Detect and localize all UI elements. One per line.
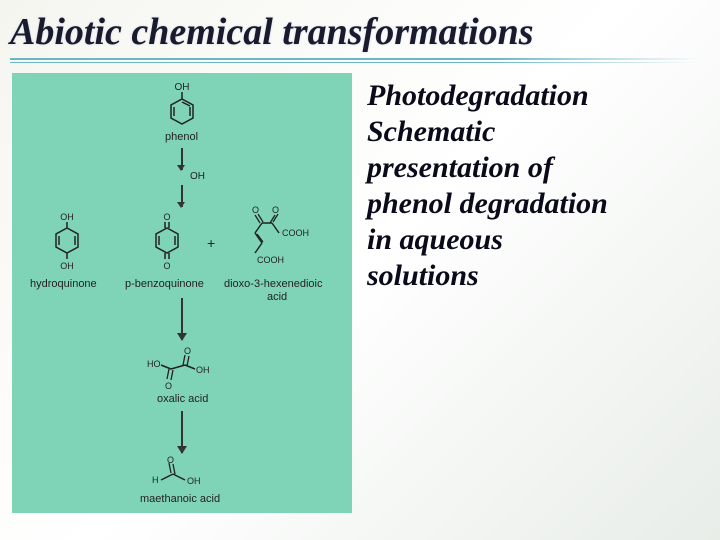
dioxo-structure: O O COOH COOH [237,203,317,278]
content-row: OH phenol OH OH OH [0,73,720,513]
pbenzoquinone-label: p-benzoquinone [125,278,204,290]
svg-text:O: O [163,261,170,271]
hydroquinone-label: hydroquinone [30,278,97,290]
svg-text:COOH: COOH [282,228,309,238]
svg-text:O: O [167,455,174,465]
svg-text:O: O [184,346,191,356]
svg-text:H: H [152,475,159,485]
description-text: Photodegradation Schematic presentation … [352,73,720,513]
chemistry-diagram: OH phenol OH OH OH [12,73,352,513]
text-line-1: Photodegradation [367,78,700,114]
svg-text:OH: OH [187,476,201,486]
arrow-3 [181,298,183,340]
svg-text:OH: OH [196,365,210,375]
text-line-6: solutions [367,258,700,294]
phenol-svg-icon: OH [162,81,202,131]
svg-text:O: O [163,212,170,222]
phenol-structure: OH [162,81,202,136]
title-underline-bottom [10,62,700,63]
title-underline-top [10,58,700,60]
maethanoic-label: maethanoic acid [140,493,220,505]
svg-text:O: O [252,205,259,215]
svg-text:O: O [165,381,172,391]
hydroquinone-svg-icon: OH OH [47,211,87,273]
svg-text:OH: OH [60,261,74,271]
text-line-3: presentation of [367,150,700,186]
arrow-1 [181,148,183,170]
maethanoic-svg-icon: H O OH [147,455,217,495]
dioxo-label: dioxo-3-hexenedioic [224,278,322,290]
svg-text:OH: OH [60,212,74,222]
oxalic-structure: HO O O OH [137,345,227,400]
acid-label: acid [267,291,287,303]
hydroquinone-structure: OH OH [47,211,87,278]
svg-text:HO: HO [147,359,161,369]
plus-label: + [207,235,215,251]
oh-intermediate-label: OH [190,171,205,182]
phenol-label: phenol [165,131,198,143]
dioxo-svg-icon: O O COOH COOH [237,203,317,273]
arrow-4 [181,411,183,453]
text-line-2: Schematic [367,114,700,150]
text-line-5: in aqueous [367,222,700,258]
arrow-2 [181,185,183,207]
pbenzoquinone-svg-icon: O O [147,211,187,273]
svg-text:OH: OH [175,82,190,93]
oxalic-svg-icon: HO O O OH [137,345,227,395]
text-line-4: phenol degradation [367,186,700,222]
pbenzoquinone-structure: O O [147,211,187,278]
svg-text:O: O [272,205,279,215]
oxalic-label: oxalic acid [157,393,208,405]
slide-title: Abiotic chemical transformations [0,0,720,54]
svg-text:COOH: COOH [257,255,284,265]
